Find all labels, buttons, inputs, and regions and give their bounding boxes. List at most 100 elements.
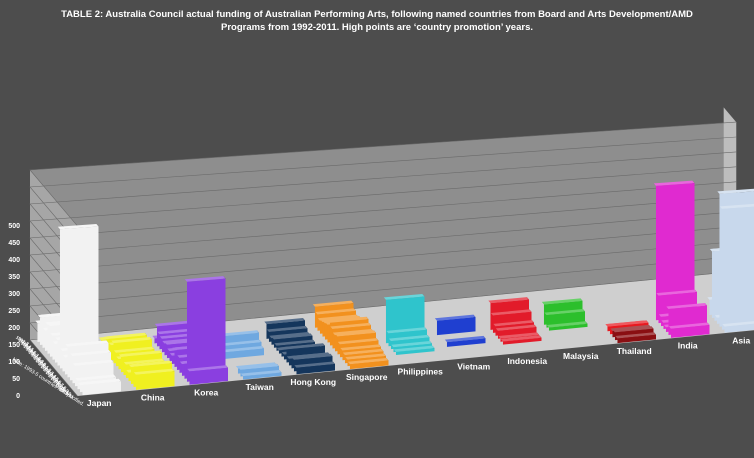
bar-singapore-top <box>347 358 389 365</box>
bar-hong-kong <box>296 364 335 375</box>
bar-philippines-top <box>386 327 427 334</box>
bar-japan-top <box>75 374 116 381</box>
bar-china-top <box>111 337 152 344</box>
bar-thailand-late <box>617 334 656 344</box>
bar-singapore-top <box>337 338 379 345</box>
bar-malaysia-top <box>541 298 583 305</box>
bar-vietnam-top <box>434 314 476 321</box>
y-tick-label: 500 <box>8 223 20 230</box>
bar-singapore-top <box>330 322 371 329</box>
bar-singapore-top <box>315 308 356 315</box>
bar-indonesia-top <box>488 297 529 304</box>
bar-hong-kong-top <box>274 339 315 346</box>
category-label: China <box>141 393 165 403</box>
bar-indonesia-top <box>500 335 542 342</box>
category-label: India <box>678 341 698 351</box>
category-label: Taiwan <box>246 382 274 392</box>
gridline <box>29 136 737 244</box>
chart-bars <box>35 180 754 396</box>
category-label: Thailand <box>617 346 652 356</box>
bar-asia-top <box>722 321 754 327</box>
category-label: Philippines <box>398 367 444 377</box>
category-label: Indonesia <box>507 356 547 366</box>
gridline <box>29 121 737 227</box>
bar-indonesia <box>502 337 542 345</box>
bar-asia <box>724 323 754 333</box>
bar-china-top <box>121 350 162 357</box>
bar-korea-top <box>184 276 226 282</box>
bar-hong-kong-top <box>266 325 308 333</box>
bar-japan-top <box>72 359 114 366</box>
bar-taiwan-top <box>240 369 282 377</box>
bar-asia-top <box>719 203 754 209</box>
bar-vietnam <box>436 317 476 336</box>
bar-korea <box>189 367 228 385</box>
category-label: Singapore <box>346 372 388 382</box>
bar-thailand-late-top <box>615 332 656 339</box>
bar-philippines-top <box>383 293 425 300</box>
category-label: Korea <box>194 387 218 397</box>
bar-korea-top <box>187 365 228 372</box>
bar-vietnam <box>446 338 486 347</box>
chart-title: TABLE 2: Australia Council actual fundin… <box>0 8 754 34</box>
bar-korea-top <box>154 320 196 327</box>
bar-indonesia-top <box>490 309 532 316</box>
bar-japan <box>82 381 121 396</box>
y-tick-label: 150 <box>8 342 20 349</box>
bar-india-top <box>666 302 707 309</box>
bar-philippines-top <box>393 345 435 352</box>
y-tick-label: 350 <box>8 274 20 281</box>
bar-asia-top <box>717 188 754 194</box>
bar-malaysia-top <box>544 309 585 316</box>
bar-asia <box>721 206 754 330</box>
y-tick-label: 250 <box>8 308 20 315</box>
bar-china <box>135 371 175 390</box>
bar-singapore-top <box>340 344 381 351</box>
category-label: Vietnam <box>457 361 490 371</box>
y-tick-label: 100 <box>8 359 20 366</box>
bar-indonesia-top <box>498 332 539 339</box>
bar-taiwan <box>242 372 282 380</box>
bar-singapore-top <box>342 348 384 356</box>
bar-india <box>655 183 695 321</box>
bar-japan <box>59 226 99 369</box>
bar-china-top <box>113 346 155 353</box>
bar-japan-top <box>70 350 111 357</box>
bar-singapore <box>349 360 389 370</box>
bar-taiwan <box>225 348 264 359</box>
bar-taiwan-top <box>223 346 264 353</box>
y-tick-label: 50 <box>12 376 20 383</box>
bar-vietnam-top <box>444 335 486 343</box>
y-tick-label: 400 <box>8 257 20 264</box>
bar-singapore-top <box>345 353 386 360</box>
bar-taiwan-top <box>220 339 262 346</box>
category-label: Malaysia <box>563 351 599 361</box>
bar-japan-top <box>80 378 121 385</box>
bar-hong-kong-top <box>294 361 335 368</box>
bar-thailand-top <box>607 320 649 327</box>
bar-japan-top <box>57 223 99 230</box>
bar-china-top <box>133 368 175 375</box>
bar-india-top <box>656 289 697 296</box>
bar-hong-kong-top <box>284 343 325 350</box>
bar-malaysia <box>548 323 588 331</box>
bar-philippines-top <box>388 334 430 342</box>
bar-philippines <box>395 348 435 356</box>
y-tick-label: 450 <box>8 240 20 247</box>
bar-india-top <box>653 180 695 186</box>
gridline <box>29 271 737 397</box>
bar-korea <box>186 278 226 382</box>
y-tick-label: 200 <box>8 325 20 332</box>
category-label: Hong Kong <box>290 377 336 387</box>
bar-china-top <box>131 360 172 367</box>
bar-taiwan-top <box>238 363 279 370</box>
chart-title-line-1: TABLE 2: Australia Council actual fundin… <box>61 9 693 20</box>
bar-thailand-late-top <box>612 326 654 333</box>
category-label: Japan <box>87 398 112 408</box>
bar-china-top <box>106 332 147 339</box>
category-label: Asia <box>732 335 750 345</box>
bar-singapore-top <box>335 330 376 337</box>
bar-india-top <box>668 322 710 329</box>
y-tick-label: 0 <box>16 393 20 400</box>
